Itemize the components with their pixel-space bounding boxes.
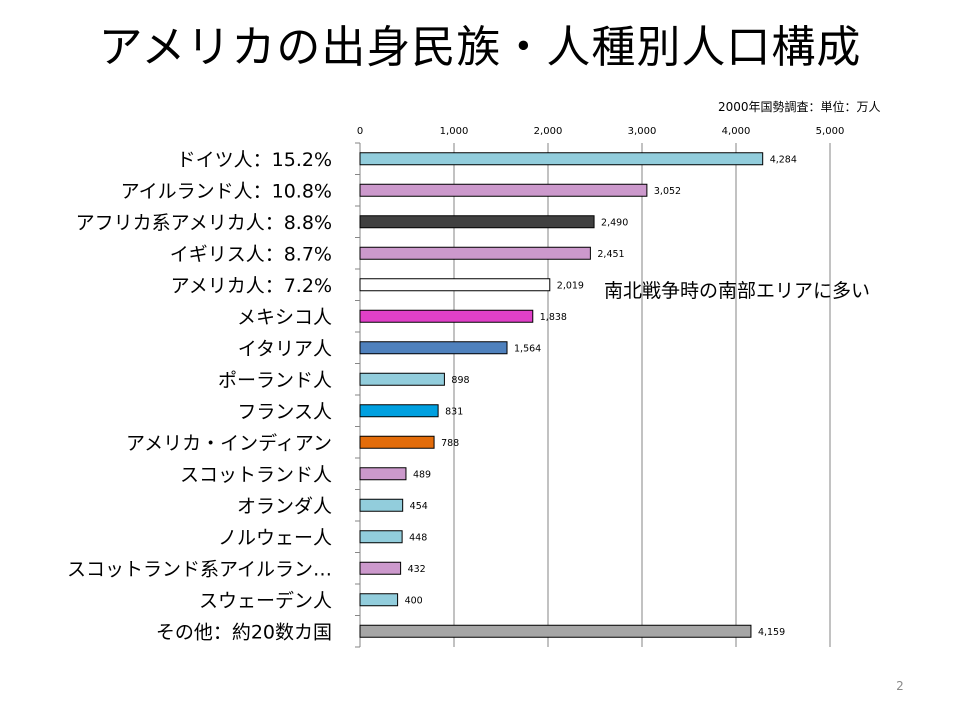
data-label: 454 xyxy=(410,501,428,512)
category-label: その他：約20数カ国 xyxy=(156,621,332,643)
data-label: 4,284 xyxy=(770,154,797,165)
annotation-south-region: 南北戦争時の南部エリアに多い xyxy=(604,280,871,302)
bar xyxy=(359,152,764,166)
bar xyxy=(359,593,399,607)
data-label: 400 xyxy=(405,595,423,606)
slide-title: アメリカの出身民族・人種別人口構成 xyxy=(98,22,862,73)
category-label: アメリカ・インディアン xyxy=(126,432,332,454)
data-label: 448 xyxy=(409,532,427,543)
bar xyxy=(359,404,439,418)
x-tick-label: 4,000 xyxy=(722,126,751,137)
x-tick-label: 1,000 xyxy=(440,126,469,137)
category-label: ノルウェー人 xyxy=(218,527,332,549)
category-label: イタリア人 xyxy=(238,338,332,360)
data-label: 898 xyxy=(451,375,469,386)
bar xyxy=(359,435,435,449)
bar xyxy=(359,372,445,386)
category-label: イギリス人：8.7% xyxy=(170,243,332,265)
x-tick-label: 2,000 xyxy=(534,126,563,137)
bar xyxy=(359,309,534,323)
category-label: フランス人 xyxy=(237,401,332,423)
data-label: 788 xyxy=(441,438,459,449)
data-label: 2,490 xyxy=(601,217,628,228)
category-label: メキシコ人 xyxy=(237,306,332,328)
category-label: スウェーデン人 xyxy=(199,590,332,612)
data-label: 4,159 xyxy=(758,627,785,638)
bar xyxy=(359,624,752,638)
category-label: アイルランド人：10.8% xyxy=(121,180,332,202)
bar xyxy=(359,278,551,292)
bar xyxy=(359,530,403,544)
data-label: 2,019 xyxy=(557,280,584,291)
data-label: 2,451 xyxy=(597,249,624,260)
data-label: 831 xyxy=(445,406,463,417)
category-label: スコットランド系アイルラン… xyxy=(67,558,332,580)
bar xyxy=(359,183,648,197)
bar xyxy=(359,467,407,481)
x-tick-label: 5,000 xyxy=(816,126,845,137)
bar xyxy=(359,341,508,355)
category-label: オランダ人 xyxy=(237,495,332,517)
category-label: アフリカ系アメリカ人：8.8% xyxy=(76,212,332,234)
data-label: 3,052 xyxy=(654,186,681,197)
data-label: 432 xyxy=(408,564,426,575)
data-label: 1,564 xyxy=(514,343,541,354)
category-label: アメリカ人：7.2% xyxy=(171,275,332,297)
bar xyxy=(359,215,595,229)
x-tick-label: 3,000 xyxy=(628,126,657,137)
bar xyxy=(359,561,402,575)
data-label: 489 xyxy=(413,469,431,480)
category-label: ポーランド人 xyxy=(218,369,332,391)
bar xyxy=(359,498,404,512)
page-number: 2 xyxy=(896,679,904,693)
source-note: 2000年国勢調査：単位：万人 xyxy=(718,100,881,114)
x-tick-label: 0 xyxy=(357,126,363,137)
bar xyxy=(359,246,591,260)
category-label: スコットランド人 xyxy=(180,464,332,486)
data-label: 1,838 xyxy=(540,312,567,323)
category-label: ドイツ人：15.2% xyxy=(177,149,332,171)
